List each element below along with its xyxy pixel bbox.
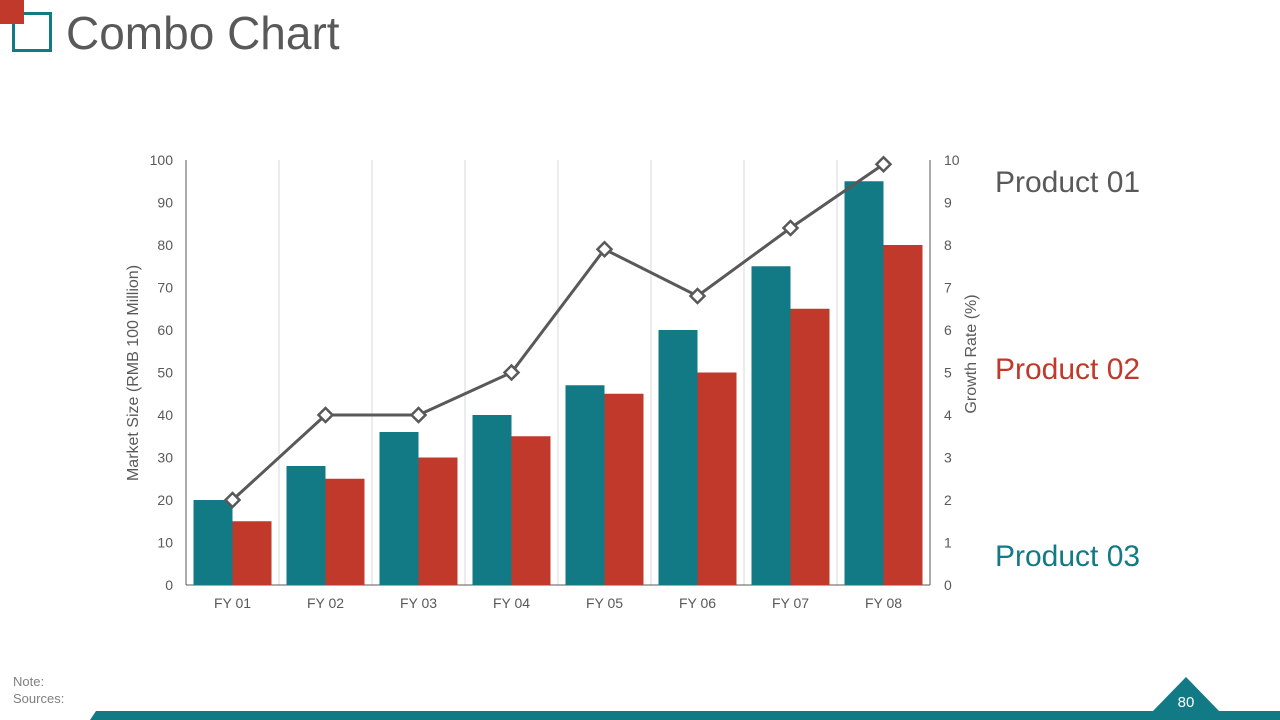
x-tick-label: FY 04 xyxy=(493,595,530,611)
bar-series-1 xyxy=(193,500,233,585)
page-number: 80 xyxy=(1177,694,1195,711)
y2-tick-label: 0 xyxy=(944,577,952,593)
bar-series-1 xyxy=(286,466,326,585)
y2-tick-label: 3 xyxy=(944,450,952,466)
y2-tick-label: 9 xyxy=(944,195,952,211)
growth-marker xyxy=(781,219,800,237)
bar-series-2 xyxy=(232,521,272,585)
title-icon-accent xyxy=(0,0,24,24)
bar-series-1 xyxy=(844,181,884,585)
footnote: Note: Sources: xyxy=(13,673,64,707)
growth-marker xyxy=(502,363,521,382)
y-tick-label: 30 xyxy=(157,450,173,466)
y-axis-title: Market Size (RMB 100 Million) xyxy=(125,265,142,481)
x-tick-label: FY 08 xyxy=(865,595,902,611)
bar-series-2 xyxy=(325,478,365,585)
y2-tick-label: 10 xyxy=(944,152,960,168)
y-tick-label: 80 xyxy=(157,237,173,253)
y-tick-label: 90 xyxy=(157,195,173,211)
legend-product-01: Product 01 xyxy=(995,166,1141,199)
y2-tick-label: 4 xyxy=(944,407,952,423)
x-tick-label: FY 03 xyxy=(400,595,437,611)
y2-tick-label: 1 xyxy=(944,535,952,551)
y-tick-label: 20 xyxy=(157,492,173,508)
note-label: Note: xyxy=(13,674,45,689)
y-tick-label: 40 xyxy=(157,407,173,423)
slide-title: Combo Chart xyxy=(66,7,340,59)
bar-series-2 xyxy=(883,245,923,585)
growth-marker xyxy=(874,155,893,174)
growth-marker xyxy=(688,287,707,305)
legend-product-02: Product 02 xyxy=(995,353,1141,386)
y-tick-label: 50 xyxy=(157,365,173,381)
growth-marker xyxy=(409,406,428,424)
bar-series-2 xyxy=(790,308,830,585)
sources-label: Sources: xyxy=(13,691,65,706)
x-tick-label: FY 06 xyxy=(679,595,716,611)
bar-series-1 xyxy=(472,415,512,585)
y-tick-label: 10 xyxy=(157,535,173,551)
x-tick-label: FY 01 xyxy=(214,595,251,611)
y-tick-label: 0 xyxy=(165,577,173,593)
y2-axis-title: Growth Rate (%) xyxy=(963,294,980,413)
bar-series-2 xyxy=(511,436,551,585)
growth-marker xyxy=(595,240,614,259)
bar-series-1 xyxy=(658,330,698,585)
bar-series-2 xyxy=(604,393,644,585)
title-icon-outline xyxy=(12,12,52,52)
y2-tick-label: 7 xyxy=(944,280,952,296)
bar-series-1 xyxy=(379,432,419,585)
x-tick-label: FY 05 xyxy=(586,595,623,611)
bar-series-2 xyxy=(697,372,737,585)
y2-tick-label: 6 xyxy=(944,322,952,338)
bar-series-2 xyxy=(418,457,458,585)
growth-line xyxy=(231,163,885,502)
y-tick-label: 70 xyxy=(157,280,173,296)
y2-tick-label: 5 xyxy=(944,365,952,381)
y2-tick-label: 8 xyxy=(944,237,952,253)
x-tick-label: FY 02 xyxy=(307,595,344,611)
y-tick-label: 100 xyxy=(150,152,174,168)
bar-series-1 xyxy=(565,385,605,585)
legend-product-03: Product 03 xyxy=(995,540,1141,573)
y-tick-label: 60 xyxy=(157,322,173,338)
y2-tick-label: 2 xyxy=(944,492,952,508)
x-tick-label: FY 07 xyxy=(772,595,809,611)
growth-marker xyxy=(223,491,242,509)
bar-series-1 xyxy=(751,266,791,585)
growth-marker xyxy=(316,406,335,424)
